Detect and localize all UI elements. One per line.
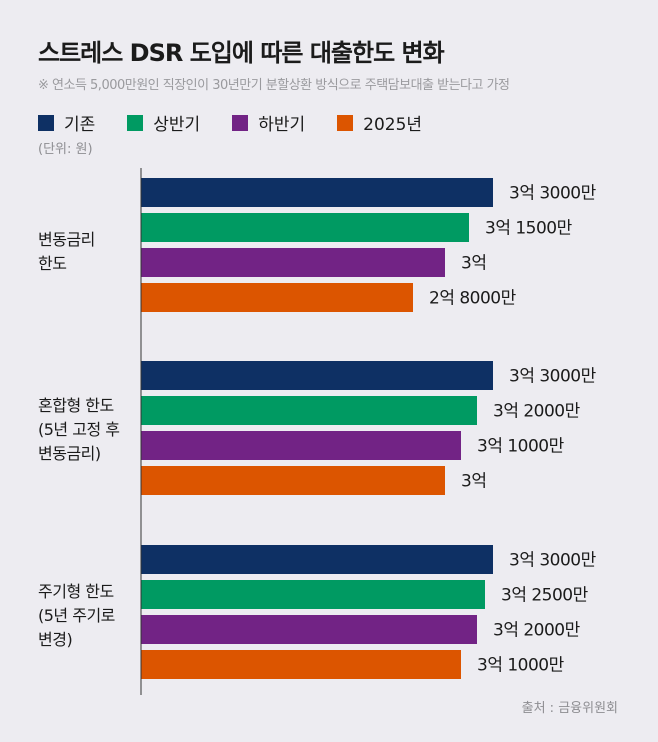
category-label: 주기형 한도 (5년 주기로 변경) — [38, 582, 115, 649]
legend-swatch — [232, 114, 249, 131]
legend: 기존 상반기 하반기 2025년 — [38, 110, 454, 135]
source-note: 출처 : 금융위원회 — [521, 701, 618, 716]
legend-item: 하반기 — [232, 110, 305, 135]
bar — [141, 615, 477, 644]
legend-label: 하반기 — [258, 115, 306, 135]
data-label: 3억 1500만 — [485, 219, 573, 239]
bar — [141, 396, 477, 425]
category-label: 변동금리 한도 — [38, 230, 95, 273]
data-label: 3억 2000만 — [493, 621, 581, 641]
chart-subtitle: ※ 연소득 5,000만원인 직장인이 30년만기 분할상환 방식으로 주택담보… — [38, 78, 510, 93]
data-label: 3억 1000만 — [477, 656, 565, 676]
bar — [141, 361, 493, 390]
legend-label: 상반기 — [153, 115, 201, 135]
legend-item: 기존 — [38, 110, 95, 135]
bar — [141, 650, 461, 679]
data-label: 3억 3000만 — [509, 367, 597, 387]
legend-swatch — [38, 114, 54, 131]
bar — [141, 431, 461, 460]
bar — [141, 466, 445, 495]
data-label: 3억 2000만 — [493, 402, 581, 422]
legend-item: 상반기 — [127, 110, 200, 135]
bar — [141, 580, 485, 609]
chart-title: 스트레스 DSR 도입에 따른 대출한도 변화 — [38, 39, 445, 67]
legend-swatch — [127, 114, 144, 131]
bar — [141, 283, 413, 312]
legend-label: 기존 — [64, 115, 96, 135]
unit-label: (단위: 원) — [38, 142, 93, 157]
category-label: 혼합형 한도 (5년 고정 후 변동금리) — [38, 396, 120, 463]
legend-item: 2025년 — [337, 110, 422, 135]
data-label: 3억 3000만 — [509, 184, 597, 204]
data-label: 2억 8000만 — [429, 289, 517, 309]
legend-swatch — [337, 114, 354, 131]
data-label: 3억 — [461, 472, 486, 492]
data-label: 3억 2500만 — [501, 586, 589, 606]
data-label: 3억 — [461, 254, 486, 274]
bar — [141, 213, 469, 242]
data-label: 3억 3000만 — [509, 551, 597, 571]
bar — [141, 545, 493, 574]
bar — [141, 178, 493, 207]
data-label: 3억 1000만 — [477, 437, 565, 457]
legend-label: 2025년 — [363, 115, 423, 135]
bar — [141, 248, 445, 277]
